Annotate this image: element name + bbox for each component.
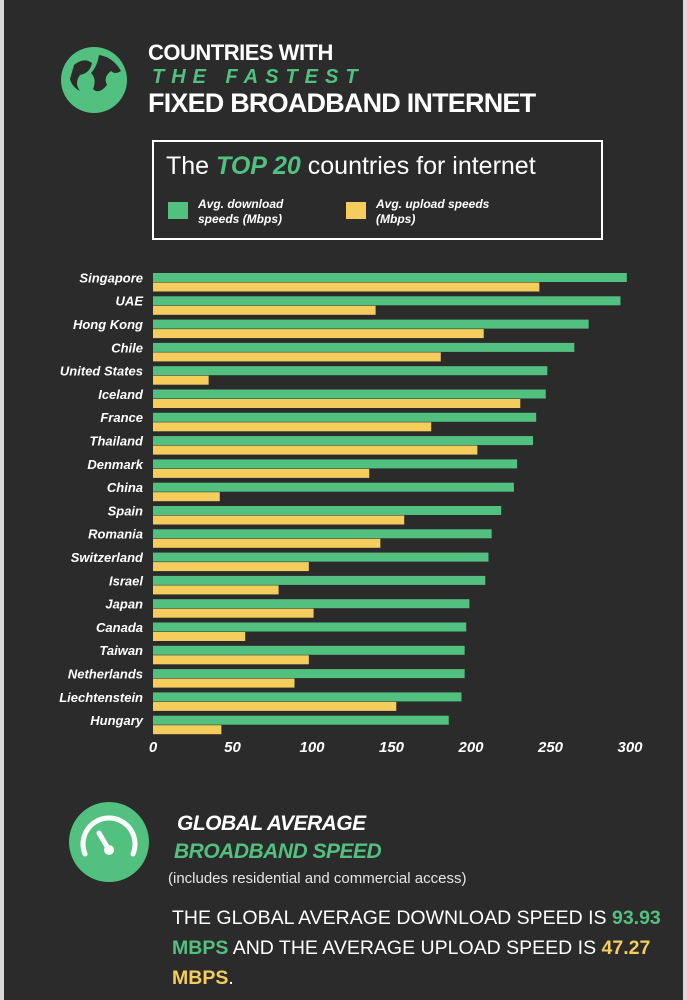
bar xyxy=(153,422,432,432)
bar xyxy=(153,352,441,362)
bar xyxy=(153,399,521,408)
bar xyxy=(153,296,621,306)
infographic: COUNTRIES WITH THE FASTEST FIXED BROADBA… xyxy=(4,0,683,1000)
title-line: THE FASTEST xyxy=(152,66,365,88)
footer-text: THE GLOBAL AVERAGE DOWNLOAD SPEED IS 93.… xyxy=(172,903,672,993)
bar xyxy=(153,715,449,725)
bar xyxy=(153,725,222,735)
download-figure: 93.93 MBPS xyxy=(172,907,661,959)
legend-title: The TOP 20 countries for internet xyxy=(166,152,536,181)
bar xyxy=(153,305,376,315)
globe-icon xyxy=(61,47,127,113)
bar xyxy=(153,482,514,492)
y-tick-label: Denmark xyxy=(87,457,143,472)
footer-heading: BROADBAND SPEED xyxy=(174,840,382,863)
x-tick-label: 300 xyxy=(617,739,643,756)
bar xyxy=(153,329,484,339)
bar xyxy=(153,529,492,539)
bar xyxy=(153,468,370,478)
x-tick-label: 50 xyxy=(224,739,241,756)
bar xyxy=(153,342,575,352)
highlight: TOP 20 xyxy=(216,152,301,180)
y-tick-label: United States xyxy=(60,364,143,379)
bar xyxy=(153,678,295,688)
x-tick-label: 0 xyxy=(149,739,158,756)
bar xyxy=(153,655,309,665)
bar xyxy=(153,538,381,548)
x-tick-label: 150 xyxy=(379,739,405,756)
bar xyxy=(153,389,546,399)
bar xyxy=(153,608,314,618)
y-tick-label: Spain xyxy=(108,503,143,518)
y-tick-label: Hungary xyxy=(90,713,144,728)
bar xyxy=(153,412,537,422)
bar xyxy=(153,562,309,572)
x-tick-label: 100 xyxy=(299,739,325,756)
bar xyxy=(153,585,279,595)
bar xyxy=(153,445,478,455)
text: . xyxy=(228,967,234,989)
bar xyxy=(153,459,518,469)
legend: The TOP 20 countries for internet Avg. d… xyxy=(152,140,603,240)
bar xyxy=(153,599,470,609)
y-tick-label: Switzerland xyxy=(71,550,144,565)
bar xyxy=(153,366,548,376)
y-tick-label: France xyxy=(100,410,143,425)
x-tick-label: 200 xyxy=(457,739,484,756)
legend-swatch xyxy=(168,202,188,219)
title-line: COUNTRIES WITH xyxy=(148,40,333,65)
speedometer-icon xyxy=(69,802,149,882)
bar xyxy=(153,515,405,525)
title-line: FIXED BROADBAND INTERNET xyxy=(148,88,536,118)
text: The xyxy=(166,152,210,180)
chart: Singapore UAE Hong Kong Chile United States I… xyxy=(59,270,643,756)
legend-swatch xyxy=(346,202,366,219)
y-tick-label: Taiwan xyxy=(99,643,143,658)
y-tick-label: Romania xyxy=(88,527,143,542)
bar xyxy=(153,492,220,502)
text: THE GLOBAL AVERAGE DOWNLOAD SPEED IS xyxy=(172,907,607,929)
y-tick-label: Hong Kong xyxy=(73,317,143,332)
bar xyxy=(153,669,465,679)
y-tick-label: Canada xyxy=(96,620,143,635)
bar xyxy=(153,632,246,641)
y-tick-label: Iceland xyxy=(98,387,144,402)
bar xyxy=(153,692,462,702)
y-tick-label: Liechtenstein xyxy=(59,690,143,705)
y-tick-label: Netherlands xyxy=(68,667,143,682)
bar xyxy=(153,436,534,446)
y-tick-label: Thailand xyxy=(90,434,145,449)
text: AND THE AVERAGE UPLOAD SPEED IS xyxy=(232,937,597,959)
bar xyxy=(153,506,502,515)
bar xyxy=(153,319,589,329)
text: countries for internet xyxy=(307,152,536,180)
bar xyxy=(153,701,397,711)
y-tick-label: Israel xyxy=(109,573,143,588)
y-tick-label: UAE xyxy=(116,294,144,309)
y-tick-label: Chile xyxy=(111,340,143,355)
x-tick-label: 250 xyxy=(537,739,564,756)
bar xyxy=(153,273,627,282)
bar xyxy=(153,282,540,292)
bar xyxy=(153,622,467,632)
footer-heading: GLOBAL AVERAGE xyxy=(177,812,366,835)
bar xyxy=(153,645,465,655)
footer-note: (includes residential and commercial acc… xyxy=(168,870,467,887)
legend-label: Avg. upload speeds (Mbps) xyxy=(376,197,490,226)
bar xyxy=(153,575,486,585)
y-tick-label: Singapore xyxy=(79,270,143,285)
legend-label: Avg. download speeds (Mbps) xyxy=(198,197,284,226)
bar xyxy=(153,375,209,385)
bar xyxy=(153,552,489,562)
y-tick-label: Japan xyxy=(105,597,143,612)
upload-figure: 47.27 MBPS xyxy=(172,937,651,989)
y-tick-label: China xyxy=(107,480,143,495)
